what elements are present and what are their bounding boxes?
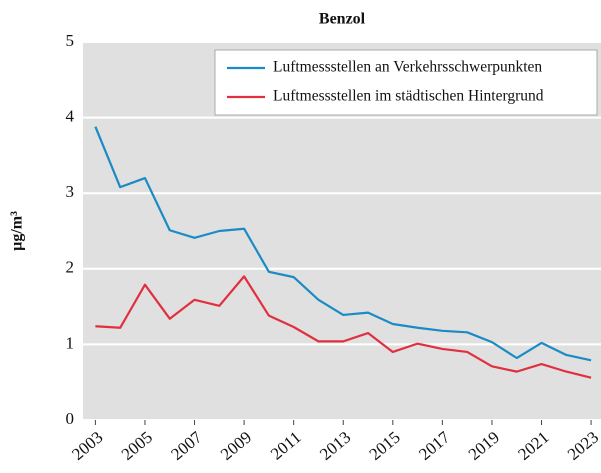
legend-box — [214, 49, 598, 116]
y-tick-label: 2 — [66, 258, 75, 277]
x-tick-label: 2005 — [118, 428, 156, 464]
x-tick-label: 2003 — [68, 428, 106, 464]
line-series — [95, 275, 592, 379]
line-series — [94, 126, 592, 362]
x-tick-label: 2015 — [366, 428, 404, 464]
y-tick-label: 3 — [66, 182, 75, 201]
chart-title: Benzol — [319, 11, 366, 28]
x-tick-label: 2021 — [514, 428, 552, 464]
y-tick-label: 4 — [66, 107, 75, 126]
x-tick-label: 2017 — [415, 427, 454, 464]
legend-label: Luftmessstellen an Verkehrsschwerpunkten — [273, 59, 542, 76]
x-tick-label: 2011 — [267, 428, 305, 464]
legend-label: Luftmessstellen im städtischen Hintergru… — [273, 88, 544, 105]
x-tick-label: 2019 — [465, 428, 503, 464]
y-tick-label: 0 — [66, 409, 75, 428]
x-tick-label: 2013 — [316, 428, 354, 464]
y-axis-label: µg/m³ — [9, 211, 26, 251]
y-tick-label: 1 — [66, 333, 75, 352]
x-tick-label: 2009 — [217, 428, 255, 464]
x-tick-label: 2023 — [564, 428, 601, 464]
y-tick-label: 5 — [66, 31, 75, 50]
x-tick-label: 2007 — [167, 427, 206, 464]
